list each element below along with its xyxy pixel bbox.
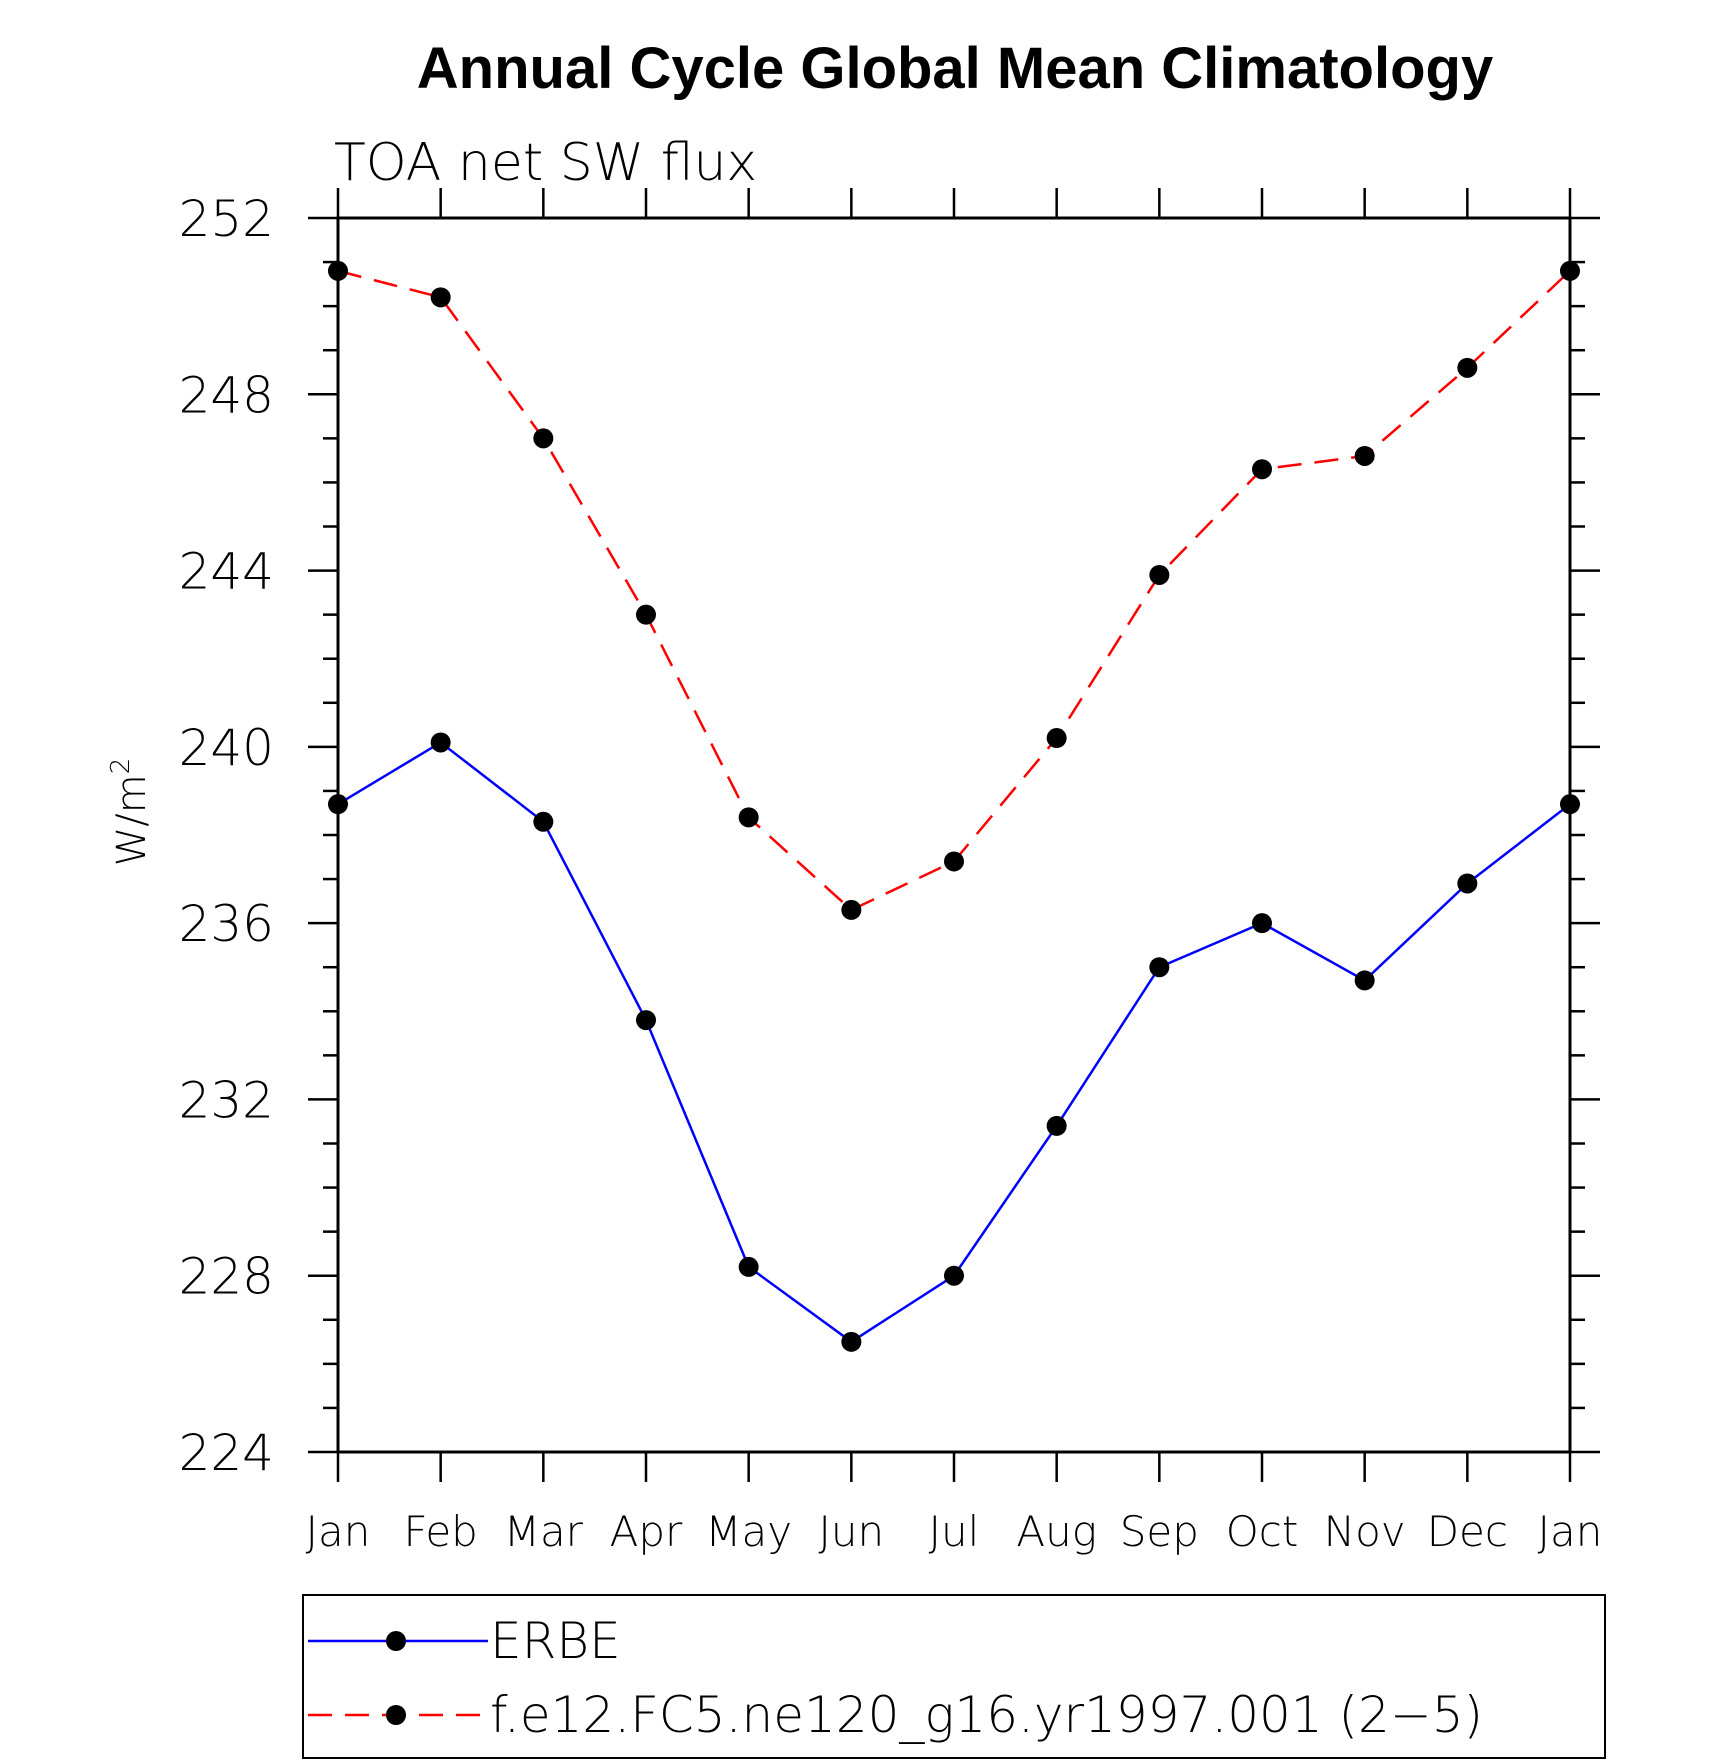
data-point [1252,913,1272,934]
series-line [337,269,1571,912]
legend: ERBE f.e12.FC5.ne120_g16.yr1997.001 (2−5) [308,1612,1483,1744]
chart-title: Annual Cycle Global Mean Climatology [417,36,1493,101]
data-point [1252,459,1272,480]
x-tick-label: Jul [929,1507,980,1556]
data-point [1046,728,1067,749]
x-tick-label: Apr [610,1507,683,1556]
x-tick-label: Dec [1427,1507,1508,1556]
data-point [1560,260,1580,281]
data-point [636,1010,656,1031]
data-point [944,1265,964,1286]
chart-subtitle: TOA net SW flux [334,133,757,193]
y-axis-title: W/m2 [106,758,155,867]
y-axis-label-superscript: 2 [106,758,136,775]
data-point [1354,445,1375,466]
data-point [430,732,451,753]
data-point [1457,873,1478,894]
data-point [841,1331,862,1352]
data-point [1560,794,1580,815]
series-layer [328,260,1580,1352]
series-line [337,740,1571,1344]
y-tick-label: 244 [179,543,274,601]
svg-text:W/m2: W/m2 [106,758,155,867]
data-point [1149,957,1170,978]
x-tick-label: Jan [1538,1507,1603,1556]
data-point [841,899,862,920]
y-tick-label: 236 [179,895,274,953]
data-point [533,428,554,449]
data-point [328,260,348,281]
y-tick-label: 224 [179,1424,274,1482]
x-tick-label: Nov [1324,1507,1406,1556]
data-point [533,811,554,832]
y-tick-label: 228 [179,1248,274,1306]
x-tick-label: Mar [504,1507,584,1556]
x-tick-label: Oct [1226,1507,1299,1556]
y-tick-label: 252 [179,190,274,248]
x-tick-label: May [705,1507,792,1556]
y-tick-label: 240 [179,719,274,777]
data-point [1046,1115,1067,1136]
legend-label: ERBE [490,1612,621,1670]
series-erbe [328,732,1580,1352]
data-point [636,604,656,625]
legend-label: f.e12.FC5.ne120_g16.yr1997.001 (2−5) [490,1686,1483,1744]
legend-swatch-marker [386,1705,406,1725]
data-point [430,287,451,308]
data-point [944,851,964,872]
x-tick-label: Jun [819,1507,885,1556]
data-point [738,1256,759,1277]
y-axis-label: W/m [109,774,155,866]
data-point [328,794,348,815]
data-point [1149,564,1170,585]
x-tick-label: Feb [403,1507,477,1556]
y-tick-label: 248 [179,366,274,424]
y-tick-label: 232 [179,1071,274,1129]
plot-axes: 224 228 232 236 240 244 248 252 Jan Feb Mar Apr May J… [179,188,1603,1556]
data-point [738,807,759,828]
legend-box [302,1594,1606,1759]
series-model [328,260,1580,920]
data-point [1457,357,1478,378]
x-tick-label: Jan [306,1507,371,1556]
data-point [1354,970,1375,991]
x-tick-label: Aug [1016,1507,1097,1556]
legend-swatch-marker [386,1631,406,1651]
x-tick-label: Sep [1120,1507,1199,1556]
